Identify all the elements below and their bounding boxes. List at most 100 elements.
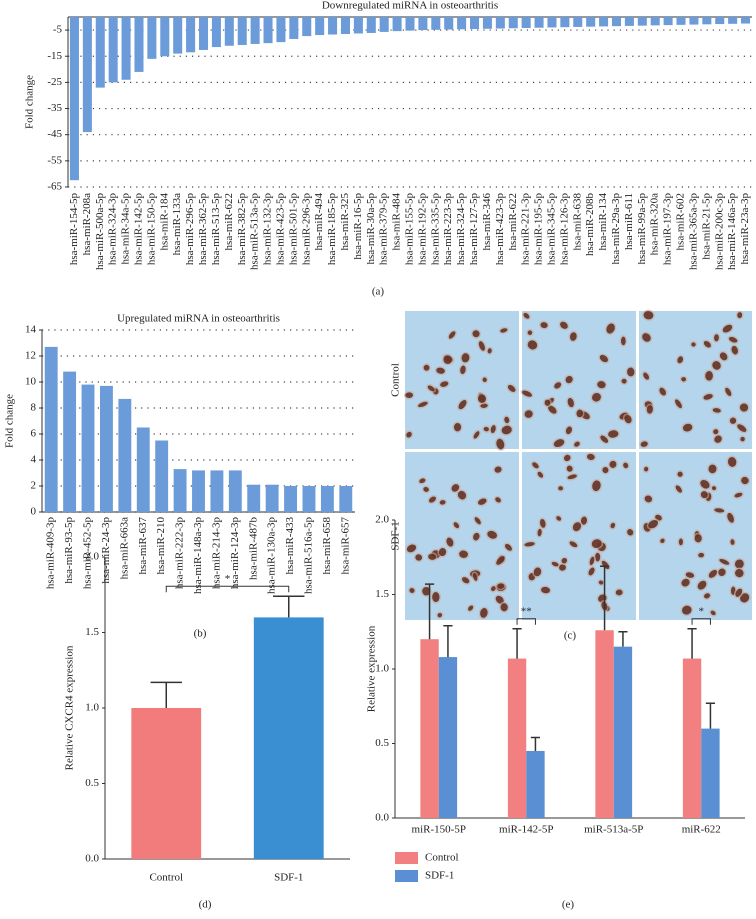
- bar: [198, 17, 209, 50]
- cell-nucleus: [537, 471, 544, 478]
- cell-nucleus: [504, 416, 510, 424]
- x-tick-label: hsa-miR-29a-3p: [610, 193, 622, 265]
- cell-nucleus: [569, 541, 578, 548]
- cell-nucleus: [710, 610, 716, 616]
- cell-nucleus: [451, 484, 460, 492]
- legend-swatch: [395, 852, 418, 864]
- chart-title: Upregulated miRNA in osteoarthritis: [117, 313, 280, 325]
- cell-nucleus: [734, 492, 743, 498]
- x-tick-label: miR-622: [682, 824, 721, 836]
- bar: [211, 17, 221, 48]
- x-tick-label: hsa-miR-150-5p: [145, 193, 157, 266]
- cell-nucleus: [621, 336, 626, 346]
- bar: [63, 371, 77, 512]
- bar: [320, 486, 334, 512]
- x-tick-label: hsa-miR-379-5p: [378, 193, 390, 266]
- bar: [339, 486, 353, 512]
- significance-label: **: [521, 605, 532, 617]
- y-tick-label: 0.5: [375, 737, 389, 749]
- y-tick-label: 6: [31, 428, 37, 440]
- bar: [134, 17, 144, 72]
- bar: [328, 17, 338, 35]
- x-tick-label: hsa-miR-296-5p: [184, 193, 196, 266]
- x-tick-label: miR-513a-5P: [584, 824, 643, 836]
- cell-nucleus: [704, 593, 711, 599]
- x-tick-label: hsa-miR-487b: [247, 517, 259, 580]
- significance-bracket: [691, 618, 711, 625]
- cell-nucleus: [477, 394, 487, 403]
- cell-nucleus: [561, 557, 568, 564]
- bar: [438, 657, 458, 818]
- error-bar: [512, 628, 522, 659]
- bar: [405, 17, 415, 31]
- cell-nucleus: [487, 348, 492, 354]
- cell-nucleus: [711, 486, 717, 491]
- bar: [228, 470, 242, 512]
- bar: [444, 17, 454, 30]
- cell-nucleus: [472, 572, 478, 581]
- cell-nucleus: [491, 586, 496, 592]
- x-tick-label: miR-142-5P: [499, 824, 553, 836]
- cell-nucleus: [523, 312, 530, 319]
- x-tick-label: hsa-miR-513-5p: [210, 193, 222, 266]
- cell-nucleus: [419, 478, 426, 484]
- y-tick-label: -45: [47, 128, 62, 140]
- cell-nucleus: [610, 522, 616, 529]
- bar: [121, 17, 131, 80]
- cell-nucleus: [567, 397, 574, 408]
- bar: [470, 17, 480, 30]
- cell-nucleus: [453, 522, 460, 529]
- cell-nucleus: [741, 476, 749, 485]
- x-tick-label: hsa-miR-611: [623, 193, 635, 250]
- x-tick-label: hsa-miR-423-3p: [494, 193, 506, 266]
- x-tick-label: hsa-miR-185-5p: [326, 193, 338, 266]
- chart-title: Downregulated miRNA in osteoarthritis: [322, 0, 498, 12]
- x-tick-label: hsa-miR-452-5p: [82, 517, 94, 590]
- y-tick-label: 12: [25, 350, 36, 362]
- x-tick-label: hsa-miR-324-5p: [455, 193, 467, 266]
- cell-nucleus: [659, 387, 666, 396]
- bar: [741, 17, 751, 24]
- cell-nucleus: [483, 426, 489, 432]
- cell-nucleus: [569, 332, 577, 341]
- bar: [95, 17, 105, 88]
- x-tick-label: hsa-miR-296-3p: [300, 193, 312, 266]
- bar: [186, 17, 196, 53]
- cell-nucleus: [478, 498, 487, 505]
- cell-nucleus: [740, 436, 745, 442]
- cell-nucleus: [446, 537, 454, 547]
- cell-nucleus: [453, 422, 462, 432]
- cell-nucleus: [460, 365, 466, 375]
- x-tick-label: hsa-miR-127-5p: [468, 193, 480, 266]
- cell-nucleus: [718, 568, 726, 576]
- cell-nucleus: [551, 561, 559, 567]
- cell-nucleus: [563, 454, 571, 462]
- cell-nucleus: [719, 558, 730, 565]
- cell-nucleus: [497, 583, 505, 589]
- cell-nucleus: [548, 405, 557, 414]
- cell-nucleus: [608, 430, 619, 438]
- cell-nucleus: [432, 591, 440, 603]
- bar: [224, 17, 234, 46]
- x-tick-label: hsa-miR-132-3p: [262, 193, 274, 266]
- x-tick-label: hsa-miR-622: [507, 193, 519, 250]
- bar: [155, 440, 169, 512]
- x-tick-label: hsa-miR-99a-5p: [636, 193, 648, 265]
- x-tick-label: Control: [149, 872, 183, 884]
- bar: [586, 17, 596, 27]
- bar: [534, 17, 544, 28]
- cell-nucleus: [438, 548, 447, 557]
- bar: [302, 486, 316, 512]
- bar: [99, 385, 113, 512]
- cell-nucleus: [539, 518, 546, 528]
- y-tick-label: 1.0: [375, 663, 389, 675]
- y-tick-label: 1.5: [375, 588, 389, 600]
- cell-nucleus: [527, 340, 538, 350]
- cell-nucleus: [540, 322, 548, 329]
- cell-nucleus: [474, 517, 481, 525]
- cell-nucleus: [495, 595, 504, 604]
- x-tick-label: hsa-miR-124-3p: [229, 517, 241, 590]
- y-tick-label: 0.0: [85, 853, 99, 865]
- cell-nucleus: [708, 569, 718, 578]
- bar: [392, 17, 402, 32]
